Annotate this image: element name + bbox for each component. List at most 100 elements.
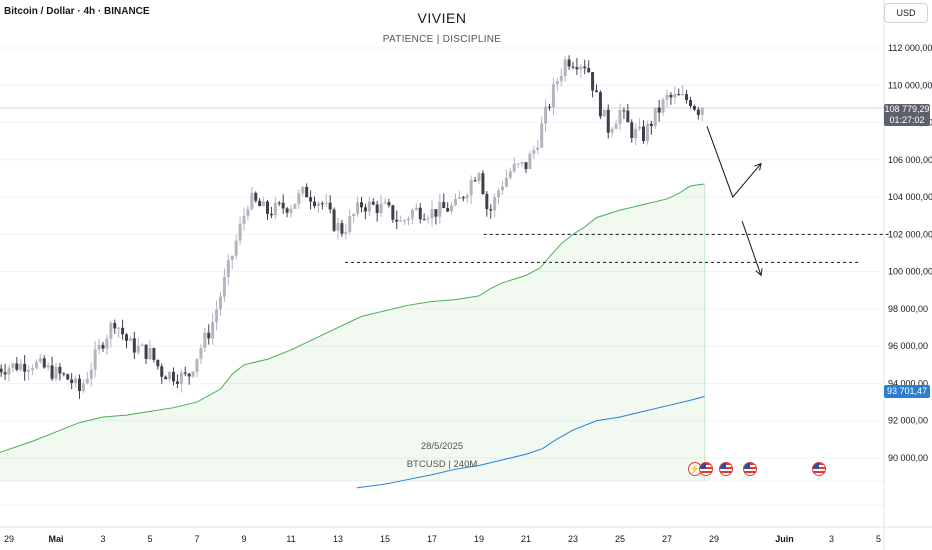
candle-body	[266, 201, 269, 214]
candle-body	[450, 205, 454, 212]
time-axis[interactable]: 29 Mai 3 5 7 9 11 13 15 17 19 21 23 25 27 29 Juin 3 5	[4, 534, 881, 544]
price-tick-label: 96 000,00	[888, 341, 928, 351]
currency-button[interactable]: USD	[884, 3, 928, 23]
candle-body	[230, 255, 234, 261]
candle-body	[203, 332, 207, 348]
candle-body	[407, 218, 410, 221]
candle-body	[277, 202, 281, 204]
blue-ma-line	[356, 396, 705, 489]
candle-body	[0, 368, 3, 373]
candle-body	[305, 186, 309, 198]
time-tick-label: 21	[521, 534, 531, 544]
candle-body	[418, 207, 422, 220]
price-tick-label: 92 000,00	[888, 416, 928, 426]
candle-body	[242, 215, 246, 224]
drawing-tools	[345, 126, 891, 277]
time-tick-label: 19	[474, 534, 484, 544]
candle-body	[692, 106, 696, 110]
candle-body	[250, 192, 254, 210]
candle-body	[7, 368, 11, 375]
candle-body	[461, 197, 465, 199]
candle-body	[297, 193, 301, 204]
watermark-title: VIVIEN	[417, 10, 467, 26]
candle-body	[669, 94, 673, 98]
candle-body	[238, 223, 242, 241]
arrow-head	[754, 162, 762, 171]
candle-body	[512, 163, 516, 172]
annotation-date: 28/5/2025	[420, 441, 464, 452]
candle-body	[168, 371, 172, 380]
us-flag-icon[interactable]	[812, 462, 826, 476]
candle-body	[548, 106, 551, 108]
candle-body	[15, 363, 19, 370]
candle-body	[78, 378, 81, 391]
candle-body	[34, 361, 38, 369]
price-tick-label: 102 000,00	[888, 229, 932, 239]
annotation-symbol-interval: BTCUSD | 240M	[406, 459, 478, 470]
candle-body	[70, 379, 74, 384]
candle-body	[689, 100, 692, 107]
candle-body	[493, 196, 497, 211]
candle-body	[140, 344, 144, 346]
price-tick-label: 110 000,00	[888, 80, 932, 90]
candle-body	[187, 373, 191, 377]
indicator-lines	[0, 183, 705, 489]
candle-body	[481, 173, 485, 194]
candle-body	[602, 109, 606, 117]
candle-body	[356, 202, 360, 214]
time-tick-label: 3	[100, 534, 105, 544]
candle-body	[38, 358, 42, 362]
candle-body	[348, 215, 352, 233]
time-tick-label: 25	[615, 534, 625, 544]
candle-body	[195, 358, 199, 372]
candle-body	[653, 107, 657, 127]
candle-body	[81, 383, 85, 391]
candle-body	[363, 207, 367, 212]
candle-body	[128, 338, 132, 341]
candle-body	[395, 219, 399, 222]
candle-body	[46, 365, 50, 368]
candle-body	[179, 372, 183, 384]
candle-body	[544, 106, 548, 124]
green-ma-line	[0, 183, 705, 453]
us-flag-icon[interactable]	[699, 462, 713, 476]
us-flag-icon[interactable]	[719, 462, 733, 476]
candle-body	[316, 203, 320, 206]
candle-body	[426, 218, 430, 220]
candle-body	[234, 240, 238, 256]
candle-body	[19, 363, 23, 370]
candle-body	[442, 201, 446, 209]
candle-body	[403, 220, 407, 222]
time-tick-label: 9	[241, 534, 246, 544]
candle-body	[320, 203, 324, 205]
time-tick-label: 15	[380, 534, 390, 544]
candle-body	[101, 344, 105, 349]
candle-body	[11, 363, 15, 369]
candle-body	[258, 200, 262, 207]
candle-body	[62, 373, 66, 375]
candle-body	[508, 171, 512, 178]
projection-arrow	[706, 126, 762, 199]
candle-body	[136, 345, 140, 353]
candle-body	[583, 66, 587, 69]
candle-body	[649, 123, 653, 127]
candle-body	[246, 209, 250, 216]
ma-fill-polygon	[0, 184, 705, 481]
symbol-title: Bitcoin / Dollar · 4h · BINANCE	[4, 6, 150, 17]
candle-body	[42, 358, 46, 368]
candle-body	[3, 372, 7, 375]
us-flag-icon[interactable]	[743, 462, 757, 476]
ma-fill-area	[0, 184, 706, 481]
time-tick-label: 3	[829, 534, 834, 544]
candle-body	[50, 365, 54, 379]
candle-body	[610, 128, 614, 133]
candle-body	[700, 108, 704, 115]
candle-body	[54, 366, 58, 379]
candle-body	[563, 59, 567, 76]
candle-body	[273, 202, 277, 216]
candle-body	[367, 201, 371, 212]
candle-body	[58, 366, 62, 374]
time-tick-label: 11	[286, 534, 295, 544]
time-tick-label: Mai	[48, 534, 63, 544]
